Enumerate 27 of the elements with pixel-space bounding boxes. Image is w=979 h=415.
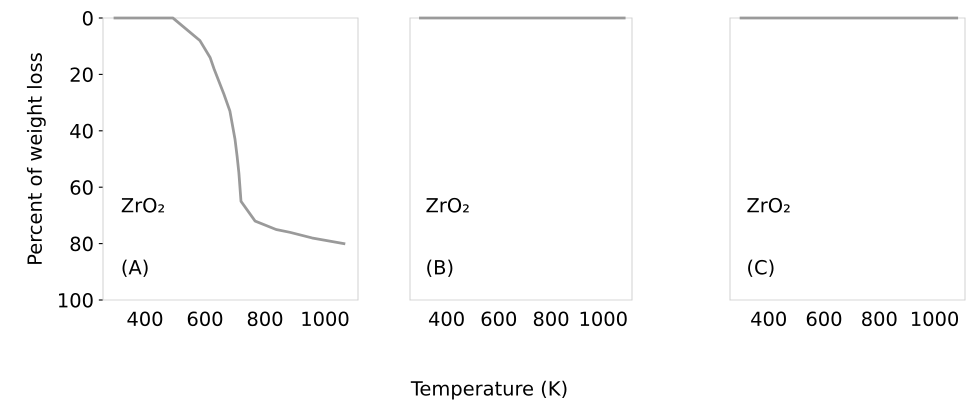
- x-tick-label: 1000: [302, 311, 348, 326]
- annotation: (A): [122, 260, 148, 277]
- y-tick-label: 100: [58, 292, 93, 308]
- x-tick-label: 600: [188, 311, 222, 326]
- annotation: ZrO₂: [122, 198, 164, 213]
- x-tick-label: 600: [806, 311, 842, 326]
- y-tick-label: 40: [70, 124, 93, 138]
- y-tick-label: 80: [70, 236, 93, 252]
- x-tick-label: 1000: [580, 311, 627, 326]
- x-tick-label: 800: [534, 311, 568, 326]
- annotation: ZrO₂: [426, 198, 469, 213]
- annotation: (C): [748, 260, 774, 277]
- y-tick-label: 20: [70, 67, 93, 82]
- line-series: [114, 16, 346, 245]
- x-tick-label: 400: [428, 311, 464, 326]
- x-tick-label: 400: [127, 311, 162, 326]
- x-tick-label: 800: [248, 311, 282, 326]
- annotation: ZrO₂: [747, 198, 790, 213]
- x-tick-label: 1000: [912, 311, 958, 326]
- annotation: (B): [427, 260, 452, 277]
- x-axis-title: Temperature (K): [410, 380, 566, 400]
- y-tick-label: 60: [70, 180, 93, 195]
- y-tick-label: 0: [82, 10, 93, 26]
- x-tick-label: 600: [482, 311, 516, 326]
- x-tick-label: 800: [862, 311, 897, 326]
- y-axis-title: Percent of weight loss: [26, 53, 46, 264]
- x-tick-label: 400: [751, 311, 786, 326]
